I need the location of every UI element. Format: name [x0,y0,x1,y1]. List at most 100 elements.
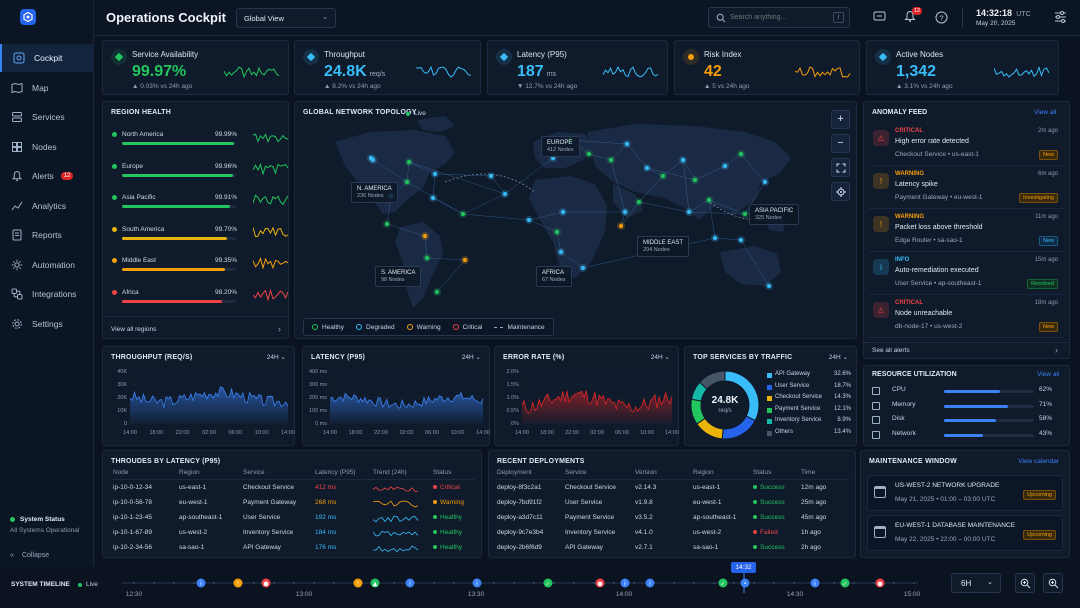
region-row[interactable]: Europe 99.96% [111,161,289,191]
kpi-card-throughput[interactable]: Throughput 24.8K req/s ▲ 8.2% vs 24h ago [294,40,481,95]
anomaly-item[interactable]: ⚠ CRITICAL Node unreachable db-node-17 • us… [869,296,1064,338]
network-node[interactable] [713,236,717,240]
latency-range-select[interactable]: 24H ⌄ [461,354,481,361]
network-node[interactable] [723,164,727,168]
search-box[interactable]: / [708,7,850,28]
timeline-event-icon[interactable]: i [472,578,482,588]
region-row[interactable]: North America 99.99% [111,129,289,159]
region-callout[interactable]: MIDDLE EAST 204 Nodes [637,236,690,257]
search-input[interactable] [730,11,825,24]
timeline-event-icon[interactable]: i [645,578,655,588]
region-row[interactable]: Africa 98.20% [111,287,289,317]
timeline-event-icon[interactable]: ✓ [840,578,850,588]
network-node[interactable] [763,180,767,184]
table-row[interactable]: ip-10-0-56-78 eu-west-1 Payment Gateway 268… [103,499,483,512]
network-node[interactable] [555,230,559,234]
network-node[interactable] [435,290,439,294]
timeline-zoom-out-button[interactable] [1043,573,1063,593]
sidebar-item-cockpit[interactable]: Cockpit [0,44,94,72]
donut-slice[interactable] [721,415,756,440]
anomaly-item[interactable]: i INFO Auto-remediation executed User Servi… [869,253,1064,295]
network-node[interactable] [551,156,555,160]
network-node[interactable] [385,222,389,226]
network-node[interactable] [625,142,629,146]
sidebar-item-alerts[interactable]: Alerts 12 [0,162,94,190]
anomaly-item[interactable]: ! WARNING Latency spike Payment Gateway • e… [869,167,1064,209]
timeline-event-icon[interactable]: ✓ [718,578,728,588]
service-legend-row[interactable]: User Service 18.7% [767,383,851,393]
region-row[interactable]: Asia Pacific 99.91% [111,192,289,222]
timeline-event-icon[interactable]: • [740,578,750,588]
timeline-zoom-in-button[interactable] [1015,573,1035,593]
sidebar-item-reports[interactable]: Reports [0,221,94,249]
app-logo[interactable] [20,9,36,25]
error-rate-range-select[interactable]: 24H ⌄ [650,354,670,361]
resource-row-memory[interactable]: Memory 71% [872,401,1062,415]
table-row[interactable]: deploy-a3d7c11 Payment Service v3.5.2 ap-so… [489,514,857,527]
network-node[interactable] [527,218,531,222]
resource-row-cpu[interactable]: CPU 62% [872,386,1062,400]
network-node[interactable] [407,160,411,164]
network-node[interactable] [559,250,563,254]
sidebar-item-map[interactable]: Map [0,74,94,102]
network-node[interactable] [743,212,747,216]
help-icon[interactable]: ? [935,11,948,24]
network-node[interactable] [687,210,691,214]
maintenance-item[interactable]: EU-WEST-1 DATABASE MAINTENANCE May 22, 20… [867,515,1063,551]
table-row[interactable]: ip-10-1-67-89 us-west-2 Inventory Service 1… [103,529,483,542]
table-row[interactable]: ip-10-1-23-45 ap-southeast-1 User Service 1… [103,514,483,527]
table-row[interactable]: deploy-7bd91f2 User Service v1.9.8 eu-west-… [489,499,857,512]
network-node[interactable] [561,210,565,214]
kpi-card-service-availability[interactable]: Service Availability 99.97% ▲ 0.03% vs 24h… [102,40,289,95]
settings-sliders-icon[interactable] [1054,11,1067,23]
table-row[interactable]: deploy-9c7e3b4 Inventory Service v4.1.0 us-… [489,529,857,542]
region-callout[interactable]: AFRICA 67 Nodes [536,266,572,287]
service-legend-row[interactable]: Inventory Service 8.9% [767,417,851,427]
zoom-out-button[interactable]: − [831,134,850,153]
timeline-event-icon[interactable]: i [405,578,415,588]
network-node[interactable] [637,200,641,204]
sidebar-item-automation[interactable]: Automation [0,251,94,279]
timeline-event-icon[interactable]: ▲ [370,578,380,588]
world-map[interactable] [295,102,857,339]
table-row[interactable]: ip-10-0-12-34 us-east-1 Checkout Service 41… [103,484,483,497]
sidebar-item-nodes[interactable]: Nodes [0,133,94,161]
collapse-button[interactable]: « Collapse [10,552,49,559]
sidebar-item-settings[interactable]: Settings [0,310,94,338]
resource-row-network[interactable]: Network 43% [872,430,1062,444]
notifications-button[interactable]: 12 [904,7,923,24]
sidebar-item-services[interactable]: Services [0,103,94,131]
network-node[interactable] [405,180,409,184]
network-node[interactable] [369,156,373,160]
network-node[interactable] [767,284,771,288]
timeline-event-icon[interactable]: i [196,578,206,588]
timeline-event-icon[interactable]: i [620,578,630,588]
timeline-event-icon[interactable]: ! [233,578,243,588]
timeline-event-icon[interactable]: ! [353,578,363,588]
timeline-event-icon[interactable]: ✓ [543,578,553,588]
timeline-event-icon[interactable]: ● [595,578,605,588]
region-callout[interactable]: S. AMERICA 98 Nodes [375,266,422,287]
table-row[interactable]: deploy-2b6f6d9 API Gateway v2.7.1 sa-sao-1 S… [489,544,857,557]
region-callout[interactable]: N. AMERICA 236 Nodes [351,182,398,203]
service-legend-row[interactable]: Others 13.4% [767,429,851,439]
timeline-range-select[interactable]: 6H ⌄ [951,573,1001,593]
kpi-card-active-nodes[interactable]: Active Nodes 1,342 ▲ 3.1% vs 24h ago [866,40,1059,95]
network-node[interactable] [433,172,437,176]
timeline-track[interactable]: 12:30 13:00 13:30 14:00 14:30 15:00 i! ●! ▲ i i ✓ ● i… [118,566,928,608]
view-calendar-link[interactable]: View calendar [1018,458,1059,465]
network-node[interactable] [503,192,507,196]
network-node[interactable] [489,174,493,178]
anomaly-view-all-link[interactable]: View all [1034,109,1057,116]
network-node[interactable] [431,196,435,200]
anomaly-item[interactable]: ⚠ CRITICAL High error rate detected Checkou… [869,124,1064,166]
network-node[interactable] [681,158,685,162]
timeline-event-icon[interactable]: i [810,578,820,588]
locate-button[interactable] [831,182,850,201]
region-callout[interactable]: ASIA PACIFIC 325 Nodes [749,204,800,225]
donut-slice[interactable] [698,370,726,390]
network-node[interactable] [619,224,623,228]
timeline-event-icon[interactable]: ● [261,578,271,588]
network-node[interactable] [693,178,697,182]
network-node[interactable] [425,256,429,260]
